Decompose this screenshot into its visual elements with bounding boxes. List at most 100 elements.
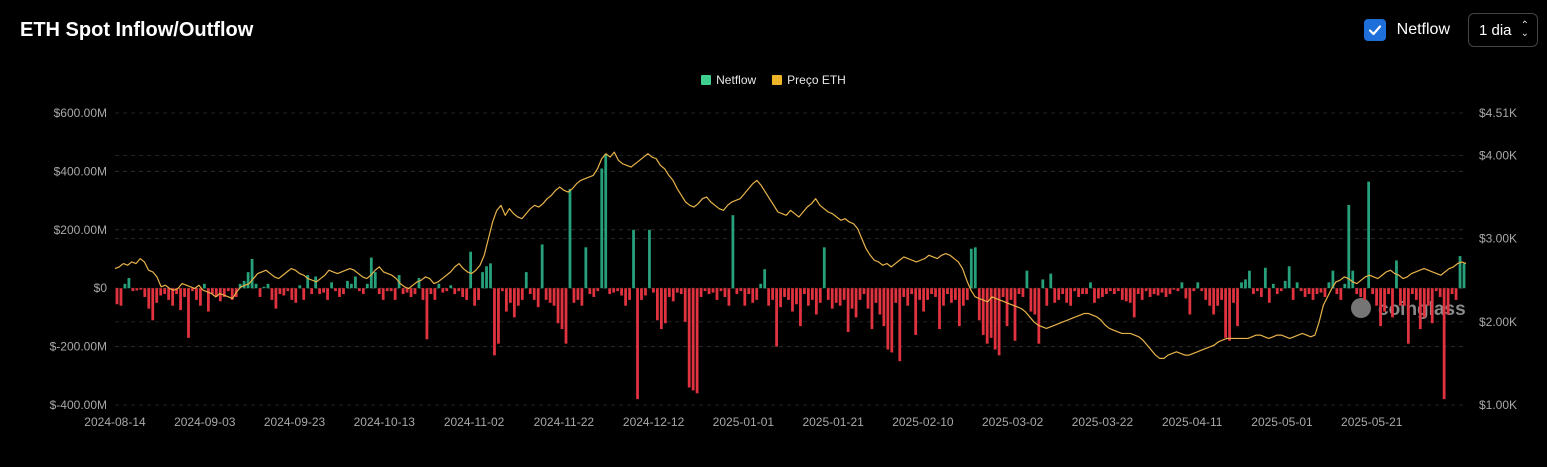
netflow-bar: [997, 288, 1001, 356]
netflow-bar: [473, 288, 476, 306]
netflow-bar: [1009, 288, 1013, 300]
x-tick-label: 2024-11-02: [444, 415, 505, 429]
netflow-bar: [1351, 270, 1355, 289]
netflow-bar: [119, 288, 123, 306]
x-tick-label: 2025-05-21: [1341, 415, 1403, 429]
netflow-bar: [489, 263, 492, 289]
netflow-bar: [957, 288, 961, 327]
netflow-bar: [354, 276, 357, 289]
netflow-bar: [552, 288, 556, 306]
netflow-bar: [294, 288, 298, 303]
netflow-bar: [1323, 288, 1327, 297]
netflow-bar: [616, 288, 620, 292]
legend-item-price[interactable]: Preço ETH: [772, 73, 846, 87]
legend-label-price: Preço ETH: [787, 73, 846, 87]
netflow-bar: [365, 283, 369, 289]
netflow-bar: [493, 288, 496, 356]
netflow-bar: [135, 288, 139, 291]
netflow-bar: [1303, 288, 1307, 297]
netflow-bar: [560, 288, 564, 330]
netflow-bar: [1263, 267, 1267, 289]
netflow-bar: [1013, 288, 1017, 341]
netflow-bar: [886, 288, 890, 350]
checkmark-icon: [1368, 25, 1381, 36]
netflow-bar: [620, 288, 624, 296]
netflow-bar: [1152, 288, 1156, 295]
coinglass-logo-icon: [1351, 298, 1371, 318]
netflow-bar: [556, 288, 560, 324]
netflow-bar: [1299, 288, 1303, 292]
netflow-bar: [222, 288, 226, 297]
netflow-bar: [528, 288, 532, 295]
netflow-bar: [870, 288, 874, 330]
x-tick-label: 2024-10-13: [354, 415, 416, 429]
netflow-bar: [127, 277, 131, 289]
netflow-bar: [369, 257, 373, 289]
netflow-bar: [1049, 273, 1053, 289]
netflow-bar: [1359, 288, 1363, 297]
netflow-bar: [612, 288, 616, 293]
legend-item-netflow[interactable]: Netflow: [701, 73, 756, 87]
netflow-bar: [1271, 283, 1275, 289]
netflow-bar: [810, 288, 814, 300]
netflow-bar: [731, 215, 735, 289]
netflow-bar: [1069, 288, 1073, 306]
netflow-bar: [250, 259, 254, 289]
netflow-bar: [1077, 288, 1080, 297]
netflow-bar: [512, 288, 516, 318]
interval-select[interactable]: 1 dia ⌃ ⌄: [1468, 13, 1538, 47]
netflow-bar: [131, 288, 135, 292]
netflow-bar: [834, 288, 838, 303]
netflow-bar: [1168, 288, 1172, 295]
netflow-bar: [1017, 288, 1021, 295]
netflow-bar: [588, 288, 592, 295]
netflow-bar: [1399, 288, 1402, 306]
netflow-bar: [214, 288, 218, 297]
netflow-bar: [1406, 288, 1410, 344]
netflow-bar: [1422, 288, 1426, 318]
x-tick-label: 2025-05-01: [1251, 415, 1313, 429]
netflow-checkbox[interactable]: [1363, 19, 1386, 41]
netflow-bar: [179, 288, 182, 311]
netflow-bar: [199, 288, 202, 306]
netflow-bar: [850, 288, 854, 309]
netflow-bar: [155, 288, 159, 303]
netflow-bar: [803, 288, 806, 295]
netflow-bar: [1089, 282, 1092, 289]
netflow-bar: [890, 288, 894, 353]
netflow-bar: [206, 288, 210, 312]
netflow-checkbox-label[interactable]: Netflow: [1396, 21, 1450, 38]
netflow-bar: [759, 283, 763, 289]
netflow-bar: [989, 288, 993, 338]
netflow-bar: [187, 288, 190, 338]
y-left-tick-label: $600.00M: [54, 106, 107, 120]
netflow-bar: [1204, 288, 1208, 300]
netflow-bar: [747, 288, 751, 295]
y-left-tick-label: $200.00M: [54, 223, 107, 237]
netflow-bar: [1124, 288, 1128, 302]
netflow-bar: [246, 272, 250, 289]
netflow-bar: [636, 288, 639, 400]
netflow-bar: [942, 288, 945, 306]
netflow-bar: [334, 288, 337, 292]
netflow-bar: [449, 285, 453, 289]
netflow-bar: [854, 288, 858, 318]
x-tick-label: 2025-01-01: [713, 415, 775, 429]
netflow-bar: [242, 280, 246, 289]
netflow-bar: [918, 288, 922, 300]
netflow-bar: [981, 288, 985, 335]
netflow-bar: [1061, 288, 1065, 295]
legend-label-netflow: Netflow: [716, 73, 757, 87]
x-tick-label: 2024-09-03: [174, 415, 236, 429]
netflow-bar: [421, 288, 425, 300]
netflow-bar: [210, 288, 214, 295]
netflow-bar: [1041, 279, 1045, 289]
netflow-bar: [270, 288, 274, 300]
netflow-bar: [461, 288, 465, 297]
netflow-bar: [791, 288, 794, 312]
netflow-bar: [1387, 288, 1390, 295]
netflow-bar: [361, 288, 365, 295]
netflow-bar: [1331, 270, 1335, 289]
netflow-bar: [357, 288, 361, 292]
interval-select-value: 1 dia: [1479, 21, 1512, 39]
